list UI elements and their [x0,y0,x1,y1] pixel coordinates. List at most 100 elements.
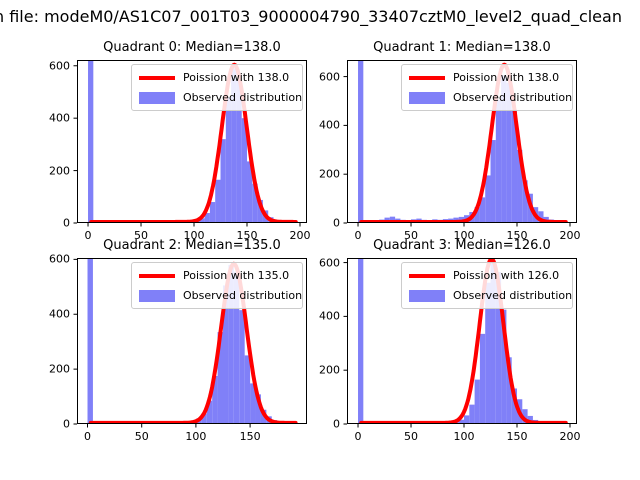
histogram-bar [209,202,216,223]
x-tick-label: 200 [289,229,311,242]
quadrant-1-legend: Poission with 138.0 Observed distributio… [401,64,573,111]
histogram-bar [495,271,502,424]
observed-patch-swatch [409,91,445,104]
histogram-bar [250,383,256,424]
observed-patch-swatch [409,289,445,302]
legend-row-observed: Observed distribution [409,289,572,302]
legend-label-poisson: Poission with 138.0 [453,71,560,84]
x-tick-label: 100 [453,430,475,443]
observed-patch-swatch [139,91,175,104]
histogram-bar [220,139,226,223]
histogram-bar [538,211,544,223]
plot-content [358,258,568,424]
legend-label-observed: Observed distribution [183,91,303,104]
poisson-line-swatch [409,75,445,80]
histogram-bar [485,175,491,223]
y-tick-label: 600 [49,59,70,73]
x-tick-label: 50 [404,229,419,242]
legend-label-observed: Observed distribution [453,289,573,302]
histogram-bar [223,285,229,424]
x-tick-label: 0 [354,430,362,443]
histogram-bar [204,213,210,223]
legend-label-observed: Observed distribution [183,289,303,302]
histogram-bar [225,97,232,223]
quadrant-0-canvas [73,60,307,227]
histogram-bar [255,394,261,424]
y-tick-label: 0 [63,417,70,431]
histogram-bar [244,355,251,424]
legend-label-poisson: Poission with 138.0 [183,71,290,84]
legend-row-poisson: Poission with 135.0 [139,269,295,282]
x-tick-label: 150 [239,430,261,443]
histogram-bar [464,415,470,424]
histogram-bar [458,419,465,424]
y-tick-label: 400 [49,307,70,321]
poisson-curve [88,261,298,424]
poisson-curve [359,258,568,424]
y-tick-label: 400 [319,118,340,132]
figure-title: n file: modeM0/AS1C07_001T03_9000004790_… [0,7,622,26]
histogram-bar [87,258,93,424]
y-tick-label: 0 [63,216,70,230]
histogram-bar [501,309,507,424]
y-tick-label: 200 [319,167,340,181]
quadrant-2-plot: Quadrant 2: Median=135.0 Poission with 1… [49,238,307,443]
histogram-bar [252,183,258,223]
legend-label-poisson: Poission with 126.0 [453,269,560,282]
histogram-bar [389,216,396,223]
histogram-bar [88,60,94,223]
quadrant-1-canvas [343,60,577,227]
histogram-bar [479,197,486,223]
y-tick-label: 0 [333,216,340,230]
y-tick-label: 200 [49,362,70,376]
x-tick-label: 0 [84,229,92,242]
histogram-bar [206,400,213,424]
histogram-bar [239,310,245,424]
poisson-line-swatch [409,273,445,278]
histogram-bar [522,409,528,424]
x-tick-label: 100 [185,430,207,443]
histogram-bar [212,375,218,424]
y-tick-label: 0 [333,417,340,431]
histogram-bar [474,207,480,223]
legend-row-observed: Observed distribution [139,91,302,104]
histogram-bar [517,149,523,223]
quadrant-3-legend: Poission with 126.0 Observed distributio… [401,262,573,309]
legend-row-poisson: Poission with 126.0 [409,269,565,282]
histogram-bar [358,258,364,424]
x-tick-label: 150 [506,430,528,443]
legend-row-poisson: Poission with 138.0 [139,71,295,84]
histogram-bar [257,199,263,223]
histogram-bar [501,75,507,223]
poisson-line-swatch [139,273,175,278]
legend-label-poisson: Poission with 135.0 [183,269,290,282]
histogram-bar [490,140,496,223]
legend-row-poisson: Poission with 138.0 [409,71,565,84]
axes-spines [77,60,307,223]
axes-spines [77,258,307,424]
histogram-bar [495,99,502,223]
histogram-bar [469,404,475,424]
histogram-bar [199,218,205,223]
histogram-bar [506,82,512,223]
histogram-bar [485,282,491,424]
x-tick-label: 0 [354,229,362,242]
axes-spines [347,258,577,424]
quadrant-2-legend: Poission with 135.0 Observed distributio… [131,262,303,309]
histogram-bar [522,180,528,223]
legend-row-observed: Observed distribution [409,91,572,104]
x-tick-label: 100 [183,229,205,242]
histogram-bar [233,271,240,424]
x-tick-label: 50 [134,430,149,443]
histogram-bar [527,415,533,424]
y-tick-label: 600 [319,256,340,270]
y-tick-label: 400 [319,309,340,323]
plot-content [87,258,298,424]
x-tick-label: 50 [404,430,419,443]
axes-spines [347,60,577,223]
histogram-bar [215,179,221,223]
histogram-bar [228,264,234,424]
quadrant-1-plot: Quadrant 1: Median=138.0 Poission with 1… [319,40,581,242]
observed-patch-swatch [139,289,175,302]
x-tick-label: 150 [236,229,258,242]
